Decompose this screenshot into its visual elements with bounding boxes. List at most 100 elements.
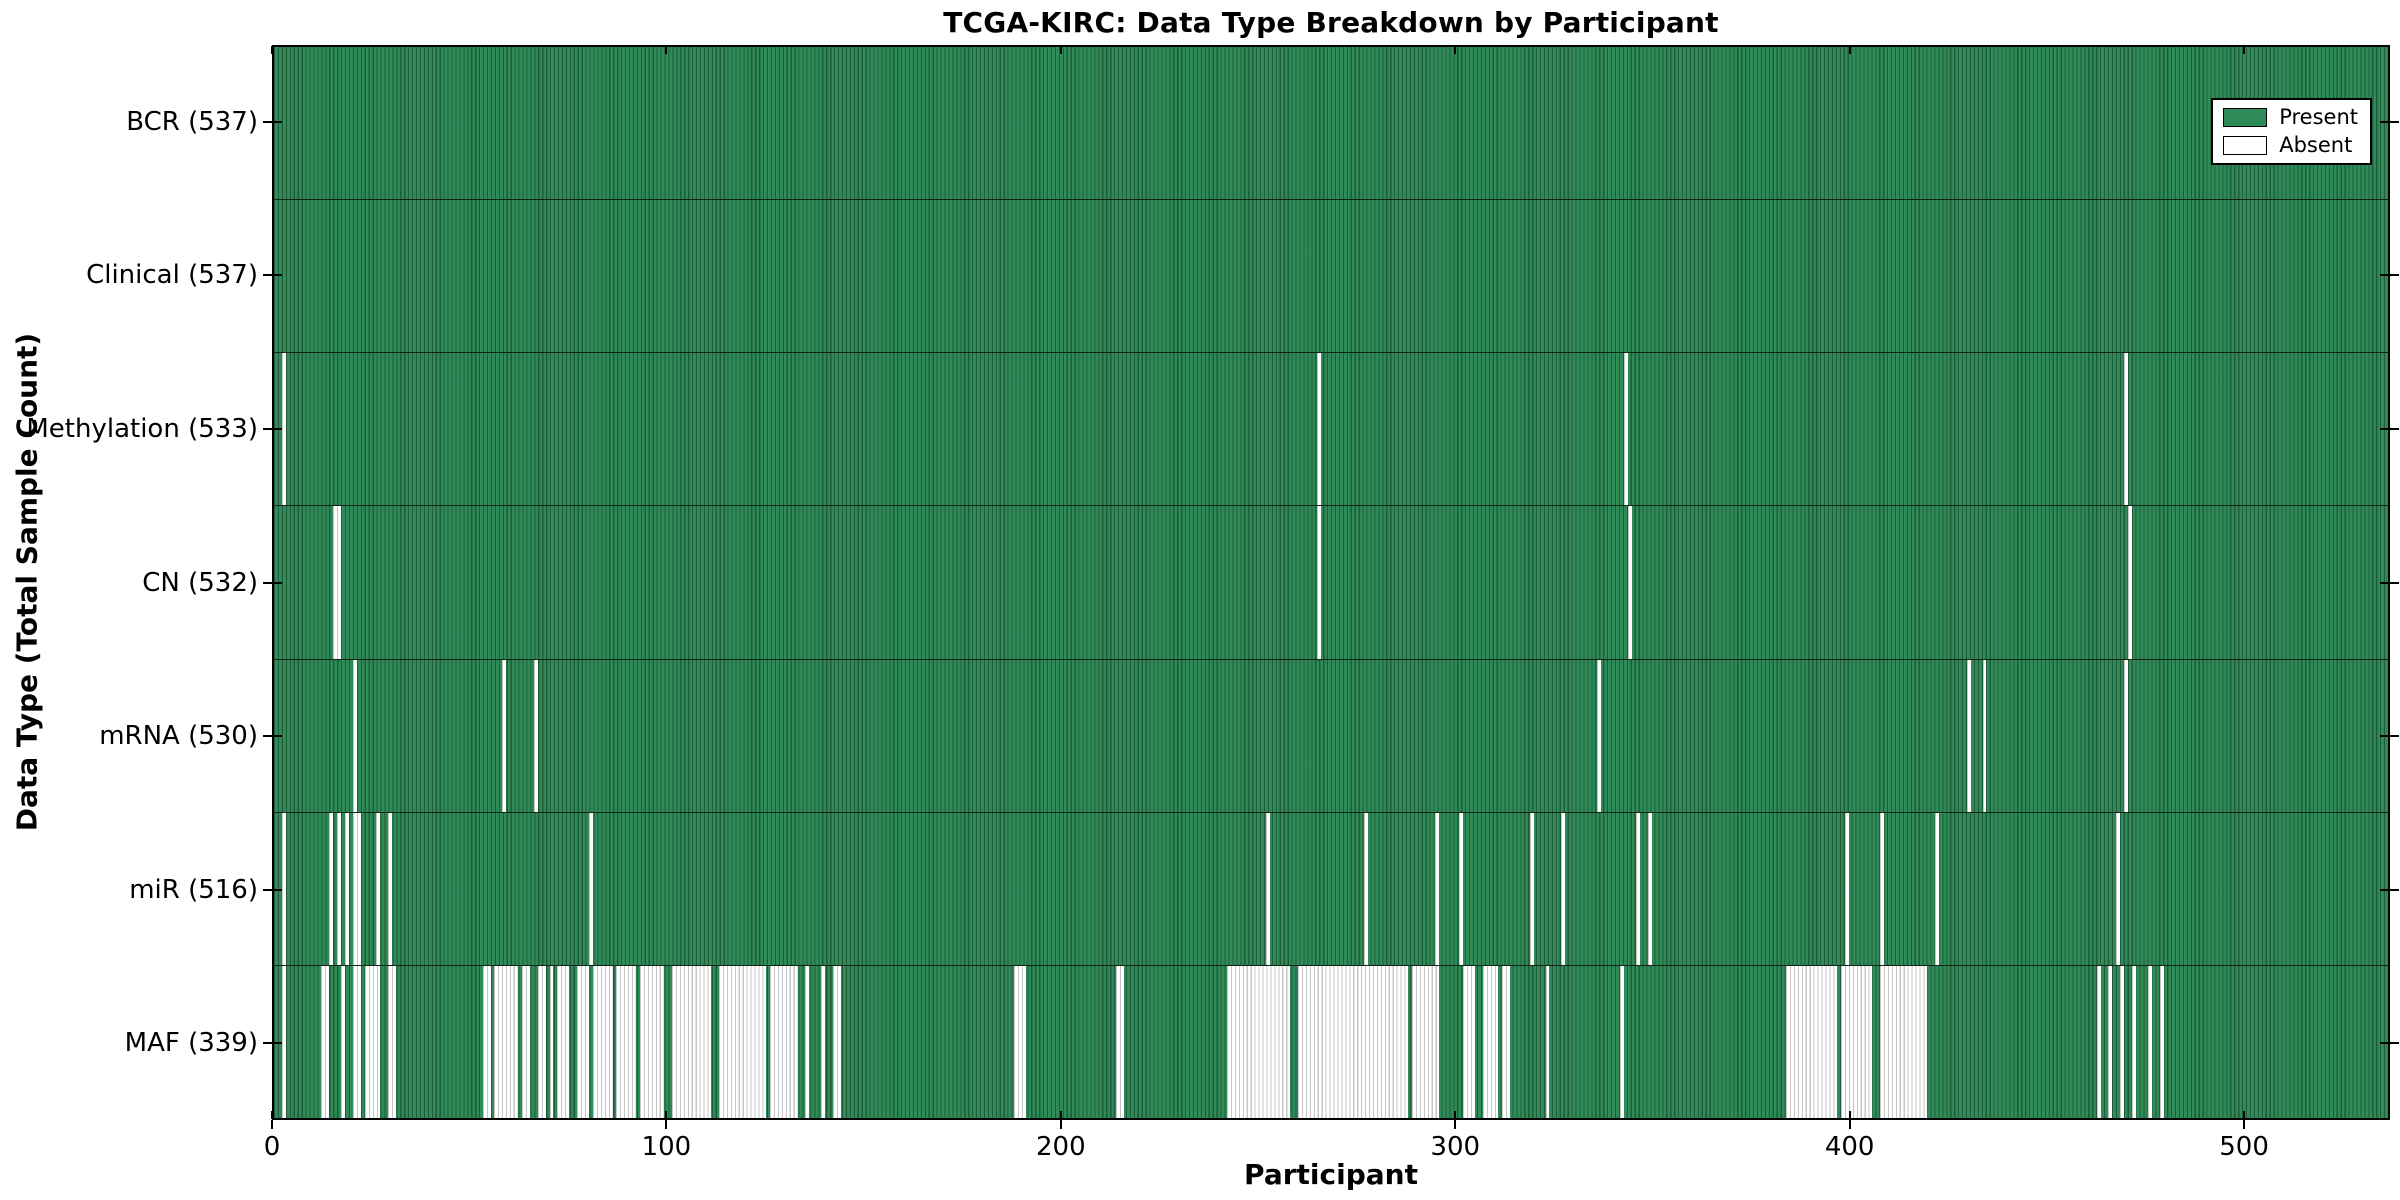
- y-tick-label: mRNA (530): [99, 721, 258, 752]
- absent-bar: [482, 965, 491, 1118]
- y-tick-mark: [2390, 274, 2399, 277]
- x-axis-label: Participant: [1244, 1158, 1418, 1191]
- x-tick-mark: [1848, 1120, 1851, 1129]
- absent-bar: [1966, 659, 1971, 812]
- absent-bar: [494, 965, 519, 1118]
- absent-bar: [329, 812, 334, 965]
- y-tick-label: CN (532): [142, 567, 258, 598]
- absent-bar: [2124, 659, 2129, 812]
- absent-bar: [2120, 965, 2125, 1118]
- absent-bar: [352, 965, 361, 1118]
- absent-bar: [1935, 812, 1940, 965]
- y-tick-mark: [274, 1042, 282, 1045]
- y-tick-mark: [274, 120, 282, 123]
- absent-bar: [1458, 812, 1463, 965]
- y-tick-label: MAF (339): [124, 1028, 258, 1059]
- absent-bar: [671, 965, 711, 1118]
- absent-bar: [388, 812, 393, 965]
- x-tick-mark: [271, 1120, 273, 1129]
- absent-bar: [537, 965, 546, 1118]
- absent-bar: [2108, 965, 2113, 1118]
- y-tick-mark: [2390, 427, 2399, 430]
- x-tick-mark: [271, 46, 273, 54]
- y-tick-mark: [274, 581, 282, 584]
- y-tick-mark: [2390, 581, 2399, 584]
- x-tick-mark: [2243, 1120, 2246, 1129]
- absent-bar: [336, 812, 341, 965]
- x-tick-mark: [2243, 1111, 2246, 1119]
- x-tick-mark: [1454, 46, 1457, 54]
- legend-item-present: Present: [2223, 107, 2358, 128]
- y-tick-mark: [2380, 427, 2388, 430]
- absent-bar: [1647, 812, 1652, 965]
- y-tick-mark: [263, 427, 272, 430]
- absent-bar: [1317, 506, 1322, 659]
- y-tick-mark: [2380, 735, 2388, 738]
- absent-bar: [718, 965, 767, 1118]
- absent-bar: [557, 965, 570, 1118]
- absent-bar: [1624, 353, 1629, 506]
- absent-bar: [1364, 812, 1369, 965]
- plot-area: Present Absent: [272, 45, 2390, 1120]
- x-tick-mark: [1454, 1120, 1457, 1129]
- absent-bar: [770, 965, 798, 1118]
- y-tick-mark: [2380, 274, 2388, 277]
- absent-bar: [1482, 965, 1499, 1118]
- y-tick-mark: [263, 735, 272, 738]
- x-tick-mark: [1454, 1111, 1457, 1119]
- x-tick-mark: [1848, 1111, 1851, 1119]
- absent-bar: [1636, 812, 1640, 965]
- y-tick-mark: [274, 274, 282, 277]
- absent-bar: [1317, 353, 1322, 506]
- absent-bar: [340, 965, 345, 1118]
- x-tick-mark: [2243, 46, 2246, 54]
- y-tick-mark: [263, 274, 272, 277]
- absent-bar: [616, 965, 637, 1118]
- data-type-row-mrna: [274, 658, 2388, 812]
- x-tick-label: 300: [1430, 1132, 1481, 1162]
- y-tick-mark: [2380, 888, 2388, 891]
- absent-bar: [1596, 659, 1601, 812]
- absent-bar: [2124, 353, 2129, 506]
- absent-bar: [1628, 506, 1633, 659]
- present-swatch-icon: [2223, 108, 2268, 127]
- absent-bar: [522, 965, 530, 1118]
- legend: Present Absent: [2211, 98, 2372, 165]
- y-tick-mark: [274, 427, 282, 430]
- y-tick-mark: [263, 1042, 272, 1045]
- absent-bar: [533, 659, 538, 812]
- absent-bar: [1620, 965, 1625, 1118]
- absent-bar: [1226, 965, 1290, 1118]
- absent-bar: [281, 353, 286, 506]
- absent-bar: [1462, 965, 1475, 1118]
- absent-bar: [352, 812, 361, 965]
- absent-bar: [1435, 812, 1440, 965]
- data-type-row-cn: [274, 505, 2388, 659]
- absent-swatch-icon: [2223, 136, 2268, 155]
- x-tick-mark: [1059, 1111, 1062, 1119]
- absent-bar: [1529, 812, 1534, 965]
- absent-bar: [1840, 965, 1873, 1118]
- y-tick-mark: [2380, 1042, 2388, 1045]
- absent-bar: [592, 965, 613, 1118]
- y-tick-label: Clinical (537): [86, 260, 258, 291]
- y-tick-mark: [2390, 120, 2399, 123]
- x-tick-label: 400: [1824, 1132, 1875, 1162]
- absent-bar: [388, 965, 397, 1118]
- legend-item-absent: Absent: [2223, 135, 2358, 156]
- x-tick-mark: [1059, 1120, 1062, 1129]
- absent-bar: [2096, 965, 2101, 1118]
- absent-bar: [321, 965, 330, 1118]
- absent-bar: [1014, 965, 1026, 1118]
- absent-bar: [1785, 965, 1837, 1118]
- y-tick-label: BCR (537): [126, 106, 258, 137]
- absent-bar: [821, 965, 826, 1118]
- absent-bar: [1880, 965, 1928, 1118]
- absent-bar: [549, 965, 554, 1118]
- y-tick-label: Methylation (533): [26, 413, 258, 444]
- x-tick-mark: [665, 46, 668, 54]
- absent-bar: [2128, 506, 2133, 659]
- absent-bar: [2132, 965, 2137, 1118]
- y-tick-mark: [263, 888, 272, 891]
- y-tick-mark: [263, 581, 272, 584]
